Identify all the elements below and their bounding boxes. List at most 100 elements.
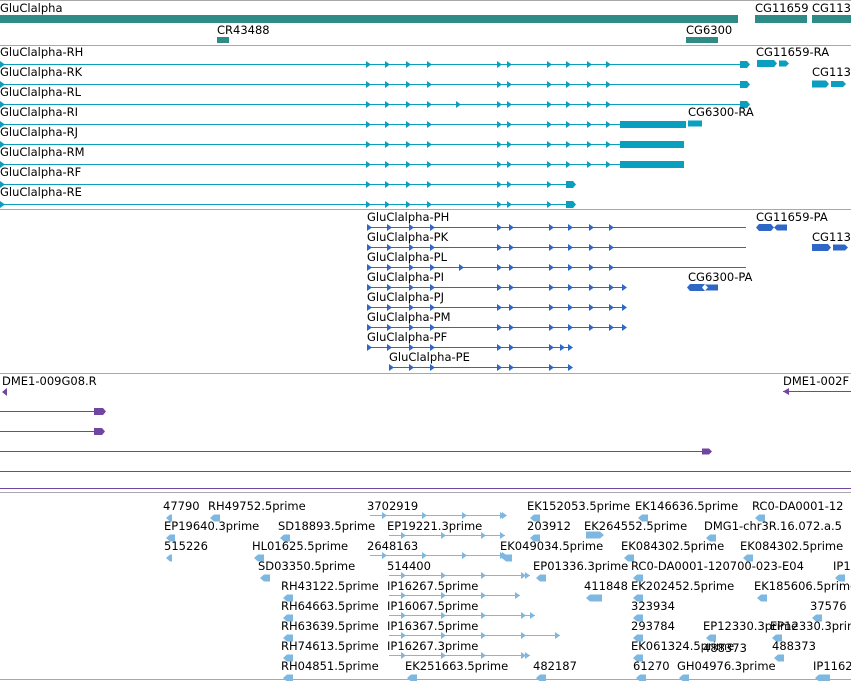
gene-cg11659-bar[interactable] [755,15,807,23]
est-block[interactable] [536,574,546,582]
exon-arrow-icon [609,224,614,231]
transcript-row[interactable]: GluClalpha-RL [0,85,750,108]
transcript-row[interactable]: GluClalpha-RK CG113 [0,65,851,88]
est-block[interactable] [536,674,546,681]
est-arrow-icon [515,592,520,599]
est-block[interactable] [586,594,602,602]
est-arrow-icon [422,552,427,559]
protein-row[interactable]: GluClalpha-PL [367,250,746,271]
exon-arrow-icon [409,344,414,351]
transcript-row[interactable]: GluClalpha-RJ [0,125,684,148]
est-label: EP12330.3prime [770,619,851,633]
est-block[interactable] [633,634,643,642]
transcript-row[interactable]: GluClalpha-RI CG6300-RA [0,105,754,128]
exon-arrow-icon [427,181,432,188]
exon-arrow-icon [406,61,411,68]
est-label: RC0-DA0001-12 [752,499,843,513]
est-block[interactable] [407,674,417,681]
est-arrow-icon [401,532,406,539]
protein-row[interactable]: GluClalpha-PI CG6300-PA [367,270,753,291]
transcript-row[interactable]: GluClalpha-RF [0,165,576,188]
est-block[interactable] [166,514,172,522]
est-block[interactable] [624,554,634,562]
est-block[interactable] [815,674,830,681]
est-block[interactable] [633,574,643,582]
est-block[interactable] [260,574,270,582]
est-block[interactable] [706,534,716,542]
est-block[interactable] [772,634,782,642]
protein-row[interactable]: GluClalpha-PM [367,310,627,331]
transcript-row[interactable]: GluClalpha-RM [0,145,684,168]
est-block[interactable] [812,614,822,622]
clone-block-2[interactable] [94,428,105,435]
est-block[interactable] [283,614,293,622]
est-block[interactable] [210,514,220,522]
est-block[interactable] [633,594,643,602]
gene-cg113-bar[interactable] [812,15,851,23]
gene-cg6300-bar[interactable] [686,37,718,43]
exon-arrow-icon [367,304,372,311]
exon-arrow-icon [497,181,502,188]
est-label: RH49752.5prime [208,499,306,513]
est-block[interactable] [283,654,293,662]
gene-cr43488-bar[interactable] [217,37,229,43]
exon-arrow-icon [406,121,411,128]
transcript-end-block [740,81,750,88]
exon-arrow-icon [409,244,414,251]
est-block[interactable] [530,534,540,542]
est-block[interactable] [633,614,643,622]
est-block[interactable] [679,674,689,681]
est-block[interactable] [586,531,604,539]
gene-gluclalpha-bar[interactable] [0,15,738,23]
est-block[interactable] [166,534,175,542]
exon-arrow-icon [609,324,614,331]
est-block[interactable] [633,654,643,662]
protein-extra-label: CG6300-PA [688,270,753,284]
protein-row[interactable]: GluClalpha-PH CG11659-PA [367,210,828,231]
protein-row[interactable]: GluClalpha-PE [389,350,573,371]
est-block[interactable] [638,514,648,522]
est-block[interactable] [636,674,646,681]
est-block[interactable] [706,634,716,642]
exon-arrow-icon [389,364,394,371]
protein-row[interactable]: GluClalpha-PF [367,330,573,351]
est-block[interactable] [743,554,753,562]
est-label: IP16067.5prime [387,599,478,613]
exon-arrow-icon [606,161,611,168]
est-block[interactable] [774,654,784,662]
exon-arrow-icon [497,121,502,128]
est-arrow-icon [555,632,560,639]
est-block[interactable] [835,574,845,582]
est-block[interactable] [254,554,264,562]
transcript-row[interactable]: GluClalpha-RE [0,185,576,208]
est-block[interactable] [283,674,293,681]
est-block[interactable] [166,554,172,562]
est-block[interactable] [530,514,540,522]
exon-arrow-icon [427,81,432,88]
exon-arrow-icon [367,324,372,331]
exon-arrow-icon [509,304,514,311]
exon-arrow-icon [549,284,554,291]
est-block[interactable] [283,634,293,642]
est-arrow-icon [500,552,505,559]
est-block[interactable] [280,534,290,542]
gene-cg11659-label: CG11659 [755,1,809,15]
clone-block-3[interactable] [702,448,712,455]
est-row-8: RH74613.5prime IP16267.3prime EK061324.5… [281,639,816,653]
exon-arrow-icon [547,141,552,148]
est-block[interactable] [757,594,767,602]
clone-block-1[interactable] [94,408,106,415]
transcript-row[interactable]: GluClalpha-RH CG11659-RA [0,45,829,68]
est-row-7: RH63639.5prime IP16367.5prime 293784 EP1… [281,619,851,655]
cg11659-protein-block [774,224,787,231]
protein-row[interactable]: GluClalpha-PJ [367,290,627,311]
est-block[interactable] [755,514,765,522]
exon-arrow-icon [507,121,512,128]
protein-row[interactable]: GluClalpha-PK CG113 [367,230,851,251]
exon-arrow-icon [566,141,571,148]
exon-arrow-icon [606,61,611,68]
est-block[interactable] [283,594,293,602]
est-block[interactable] [502,554,512,562]
transcript-exon-block [620,161,684,168]
